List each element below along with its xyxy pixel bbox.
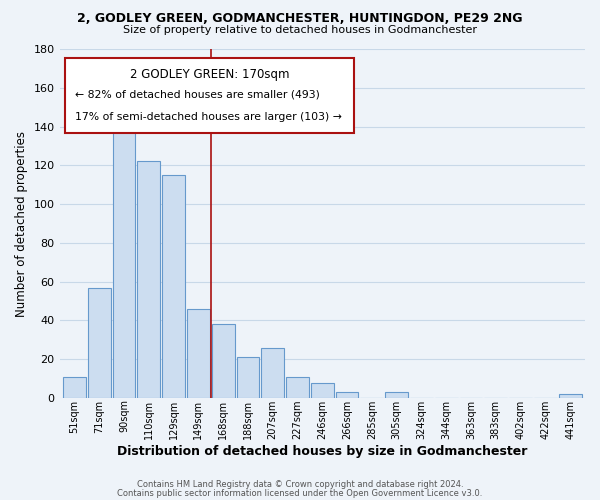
- Bar: [187, 309, 210, 398]
- X-axis label: Distribution of detached houses by size in Godmanchester: Distribution of detached houses by size …: [117, 444, 527, 458]
- FancyBboxPatch shape: [65, 58, 354, 133]
- Bar: [311, 382, 334, 398]
- Bar: [286, 376, 309, 398]
- Bar: [261, 348, 284, 398]
- Bar: [88, 288, 110, 398]
- Text: 2, GODLEY GREEN, GODMANCHESTER, HUNTINGDON, PE29 2NG: 2, GODLEY GREEN, GODMANCHESTER, HUNTINGD…: [77, 12, 523, 26]
- Bar: [113, 126, 136, 398]
- Bar: [335, 392, 358, 398]
- Text: ← 82% of detached houses are smaller (493): ← 82% of detached houses are smaller (49…: [76, 89, 320, 99]
- Text: Contains HM Land Registry data © Crown copyright and database right 2024.: Contains HM Land Registry data © Crown c…: [137, 480, 463, 489]
- Bar: [63, 376, 86, 398]
- Bar: [162, 175, 185, 398]
- Bar: [236, 358, 259, 398]
- Text: 17% of semi-detached houses are larger (103) →: 17% of semi-detached houses are larger (…: [76, 112, 342, 122]
- Bar: [212, 324, 235, 398]
- Bar: [559, 394, 581, 398]
- Bar: [137, 162, 160, 398]
- Bar: [385, 392, 408, 398]
- Text: Size of property relative to detached houses in Godmanchester: Size of property relative to detached ho…: [123, 25, 477, 35]
- Text: 2 GODLEY GREEN: 170sqm: 2 GODLEY GREEN: 170sqm: [130, 68, 289, 81]
- Text: Contains public sector information licensed under the Open Government Licence v3: Contains public sector information licen…: [118, 488, 482, 498]
- Y-axis label: Number of detached properties: Number of detached properties: [15, 130, 28, 316]
